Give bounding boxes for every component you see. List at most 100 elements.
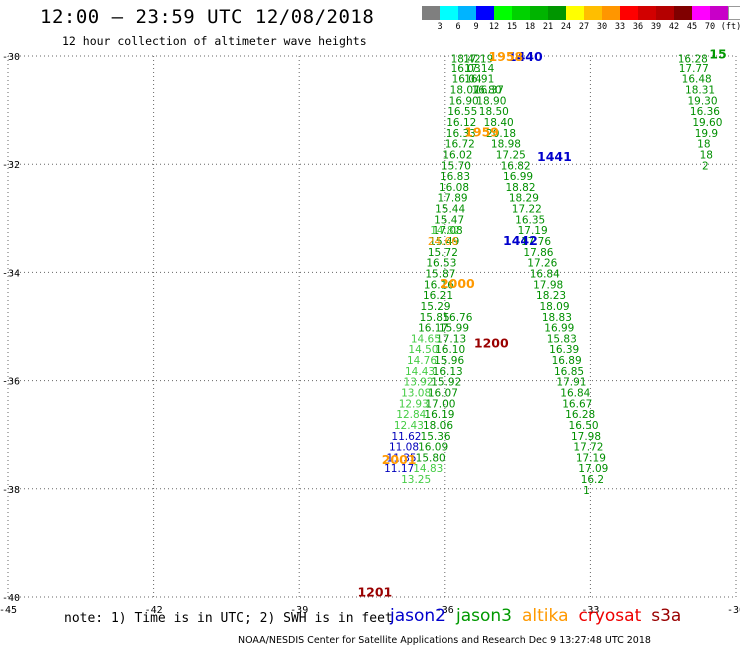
color-scale-label: 9 <box>473 22 479 32</box>
data-label: 16.53 <box>426 258 456 270</box>
footnote: note: 1) Time is in UTC; 2) SWH is in fe… <box>64 611 393 626</box>
data-label: 1 <box>583 485 590 497</box>
color-scale-label: 33 <box>614 22 626 32</box>
data-label: 14.50 <box>408 344 438 356</box>
color-swatch <box>530 6 548 20</box>
data-label: 16.85 <box>554 366 584 378</box>
legend-altika: altika <box>522 606 569 626</box>
data-label: 15.96 <box>434 355 464 367</box>
data-label: 16.16 <box>424 279 454 291</box>
data-label: 17.98 <box>533 279 563 291</box>
pass-time-label: 1441 <box>537 149 572 164</box>
data-label: 16.09 <box>418 442 448 454</box>
x-tick-label: -33 <box>581 605 599 616</box>
data-label: 17.22 <box>512 204 542 216</box>
data-label: 16.12 <box>446 117 476 129</box>
data-label: 11.17 <box>384 463 414 475</box>
data-label: 17.76 <box>521 236 551 248</box>
data-label: 17.98 <box>571 431 601 443</box>
data-label: 16.99 <box>503 171 533 183</box>
data-label: 14.65 <box>411 333 441 345</box>
data-label: 15.36 <box>421 431 451 443</box>
data-label: 12.93 <box>399 398 429 410</box>
data-label: 16.02 <box>442 149 472 161</box>
color-scale-label: 18 <box>524 22 536 32</box>
data-label: 17.00 <box>425 398 455 410</box>
satellite-legend: jason2 jason3 altika cryosat s3a <box>390 606 691 626</box>
legend-jason3: jason3 <box>456 606 512 626</box>
data-label: 17.19 <box>463 54 493 66</box>
color-swatch <box>566 6 584 20</box>
x-tick-label: -36 <box>436 605 454 616</box>
data-label: 17.26 <box>527 258 557 270</box>
data-label: 16.55 <box>447 106 477 118</box>
data-label: 16.19 <box>424 409 454 421</box>
data-label: 15.99 <box>439 323 469 335</box>
color-swatch <box>656 6 674 20</box>
color-swatch <box>422 6 440 20</box>
pass-time-label: 1201 <box>357 585 392 600</box>
color-scale-label: (ft) <box>720 22 740 32</box>
chart-subtitle: 12 hour collection of altimeter wave hei… <box>62 34 367 48</box>
data-label: 16.07 <box>428 388 458 400</box>
x-tick-label: -30 <box>727 605 740 616</box>
data-label: 13.92 <box>404 377 434 389</box>
color-scale-label: 39 <box>650 22 662 32</box>
data-label: 15.83 <box>547 333 577 345</box>
data-label: 17.86 <box>523 247 553 259</box>
data-label: 19.60 <box>692 117 722 129</box>
color-swatch <box>674 6 692 20</box>
data-label: 14.76 <box>407 355 437 367</box>
color-swatch <box>440 6 458 20</box>
x-tick-label: -42 <box>145 605 163 616</box>
data-label: 16.82 <box>501 160 531 172</box>
color-swatch <box>494 6 512 20</box>
data-label: 11.62 <box>391 431 421 443</box>
data-label: 17.13 <box>436 333 466 345</box>
data-label: 18.31 <box>685 85 715 97</box>
color-scale-label: 15 <box>506 22 518 32</box>
data-label: 17.25 <box>496 149 526 161</box>
color-scale-label: 42 <box>668 22 680 32</box>
data-label: 16.03 <box>451 63 481 75</box>
data-label: 18.82 <box>505 182 535 194</box>
y-tick-label: -38 <box>2 485 20 496</box>
y-tick-label: -32 <box>2 160 20 171</box>
data-label: 18 <box>697 139 710 151</box>
data-label: 16.17 <box>418 323 448 335</box>
credit-line: NOAA/NESDIS Center for Satellite Applica… <box>238 635 651 646</box>
data-label: 16.28 <box>678 54 708 66</box>
data-label: 11.08 <box>389 442 419 454</box>
data-label: 12.43 <box>394 420 424 432</box>
legend-cryosat: cryosat <box>578 606 642 626</box>
data-label: 15.47 <box>434 214 464 226</box>
data-label: 16.33 <box>446 128 476 140</box>
data-label: 17.09 <box>578 463 608 475</box>
color-swatch <box>548 6 566 20</box>
data-label: 16.10 <box>435 344 465 356</box>
color-swatch <box>692 6 710 20</box>
y-tick-label: -36 <box>2 377 20 388</box>
color-scale-label: 3 <box>437 22 443 32</box>
data-label: 16.35 <box>515 214 545 226</box>
color-scale-label: 12 <box>488 22 500 32</box>
data-label: 16.83 <box>440 171 470 183</box>
color-swatch <box>602 6 620 20</box>
data-label: 16.91 <box>464 74 494 86</box>
y-tick-label: -30 <box>2 52 20 63</box>
data-label: 16.84 <box>530 268 560 280</box>
color-scale-label: 30 <box>596 22 608 32</box>
legend-jason2: jason2 <box>390 606 446 626</box>
data-label: 16.28 <box>565 409 595 421</box>
data-label: 15.85 <box>420 312 450 324</box>
y-tick-label: -34 <box>2 268 20 279</box>
color-scale-label: 21 <box>542 22 554 32</box>
chart-title: 12:00 – 23:59 UTC 12/08/2018 <box>40 6 375 28</box>
pass-time-label: 1959 <box>464 125 499 140</box>
pass-time-label: 15 <box>709 46 726 61</box>
color-swatch <box>728 6 740 20</box>
pass-time-label: 1440 <box>508 49 543 64</box>
data-label: 16.72 <box>445 139 475 151</box>
data-label: 15.70 <box>441 160 471 172</box>
color-scale-bar <box>422 6 740 20</box>
